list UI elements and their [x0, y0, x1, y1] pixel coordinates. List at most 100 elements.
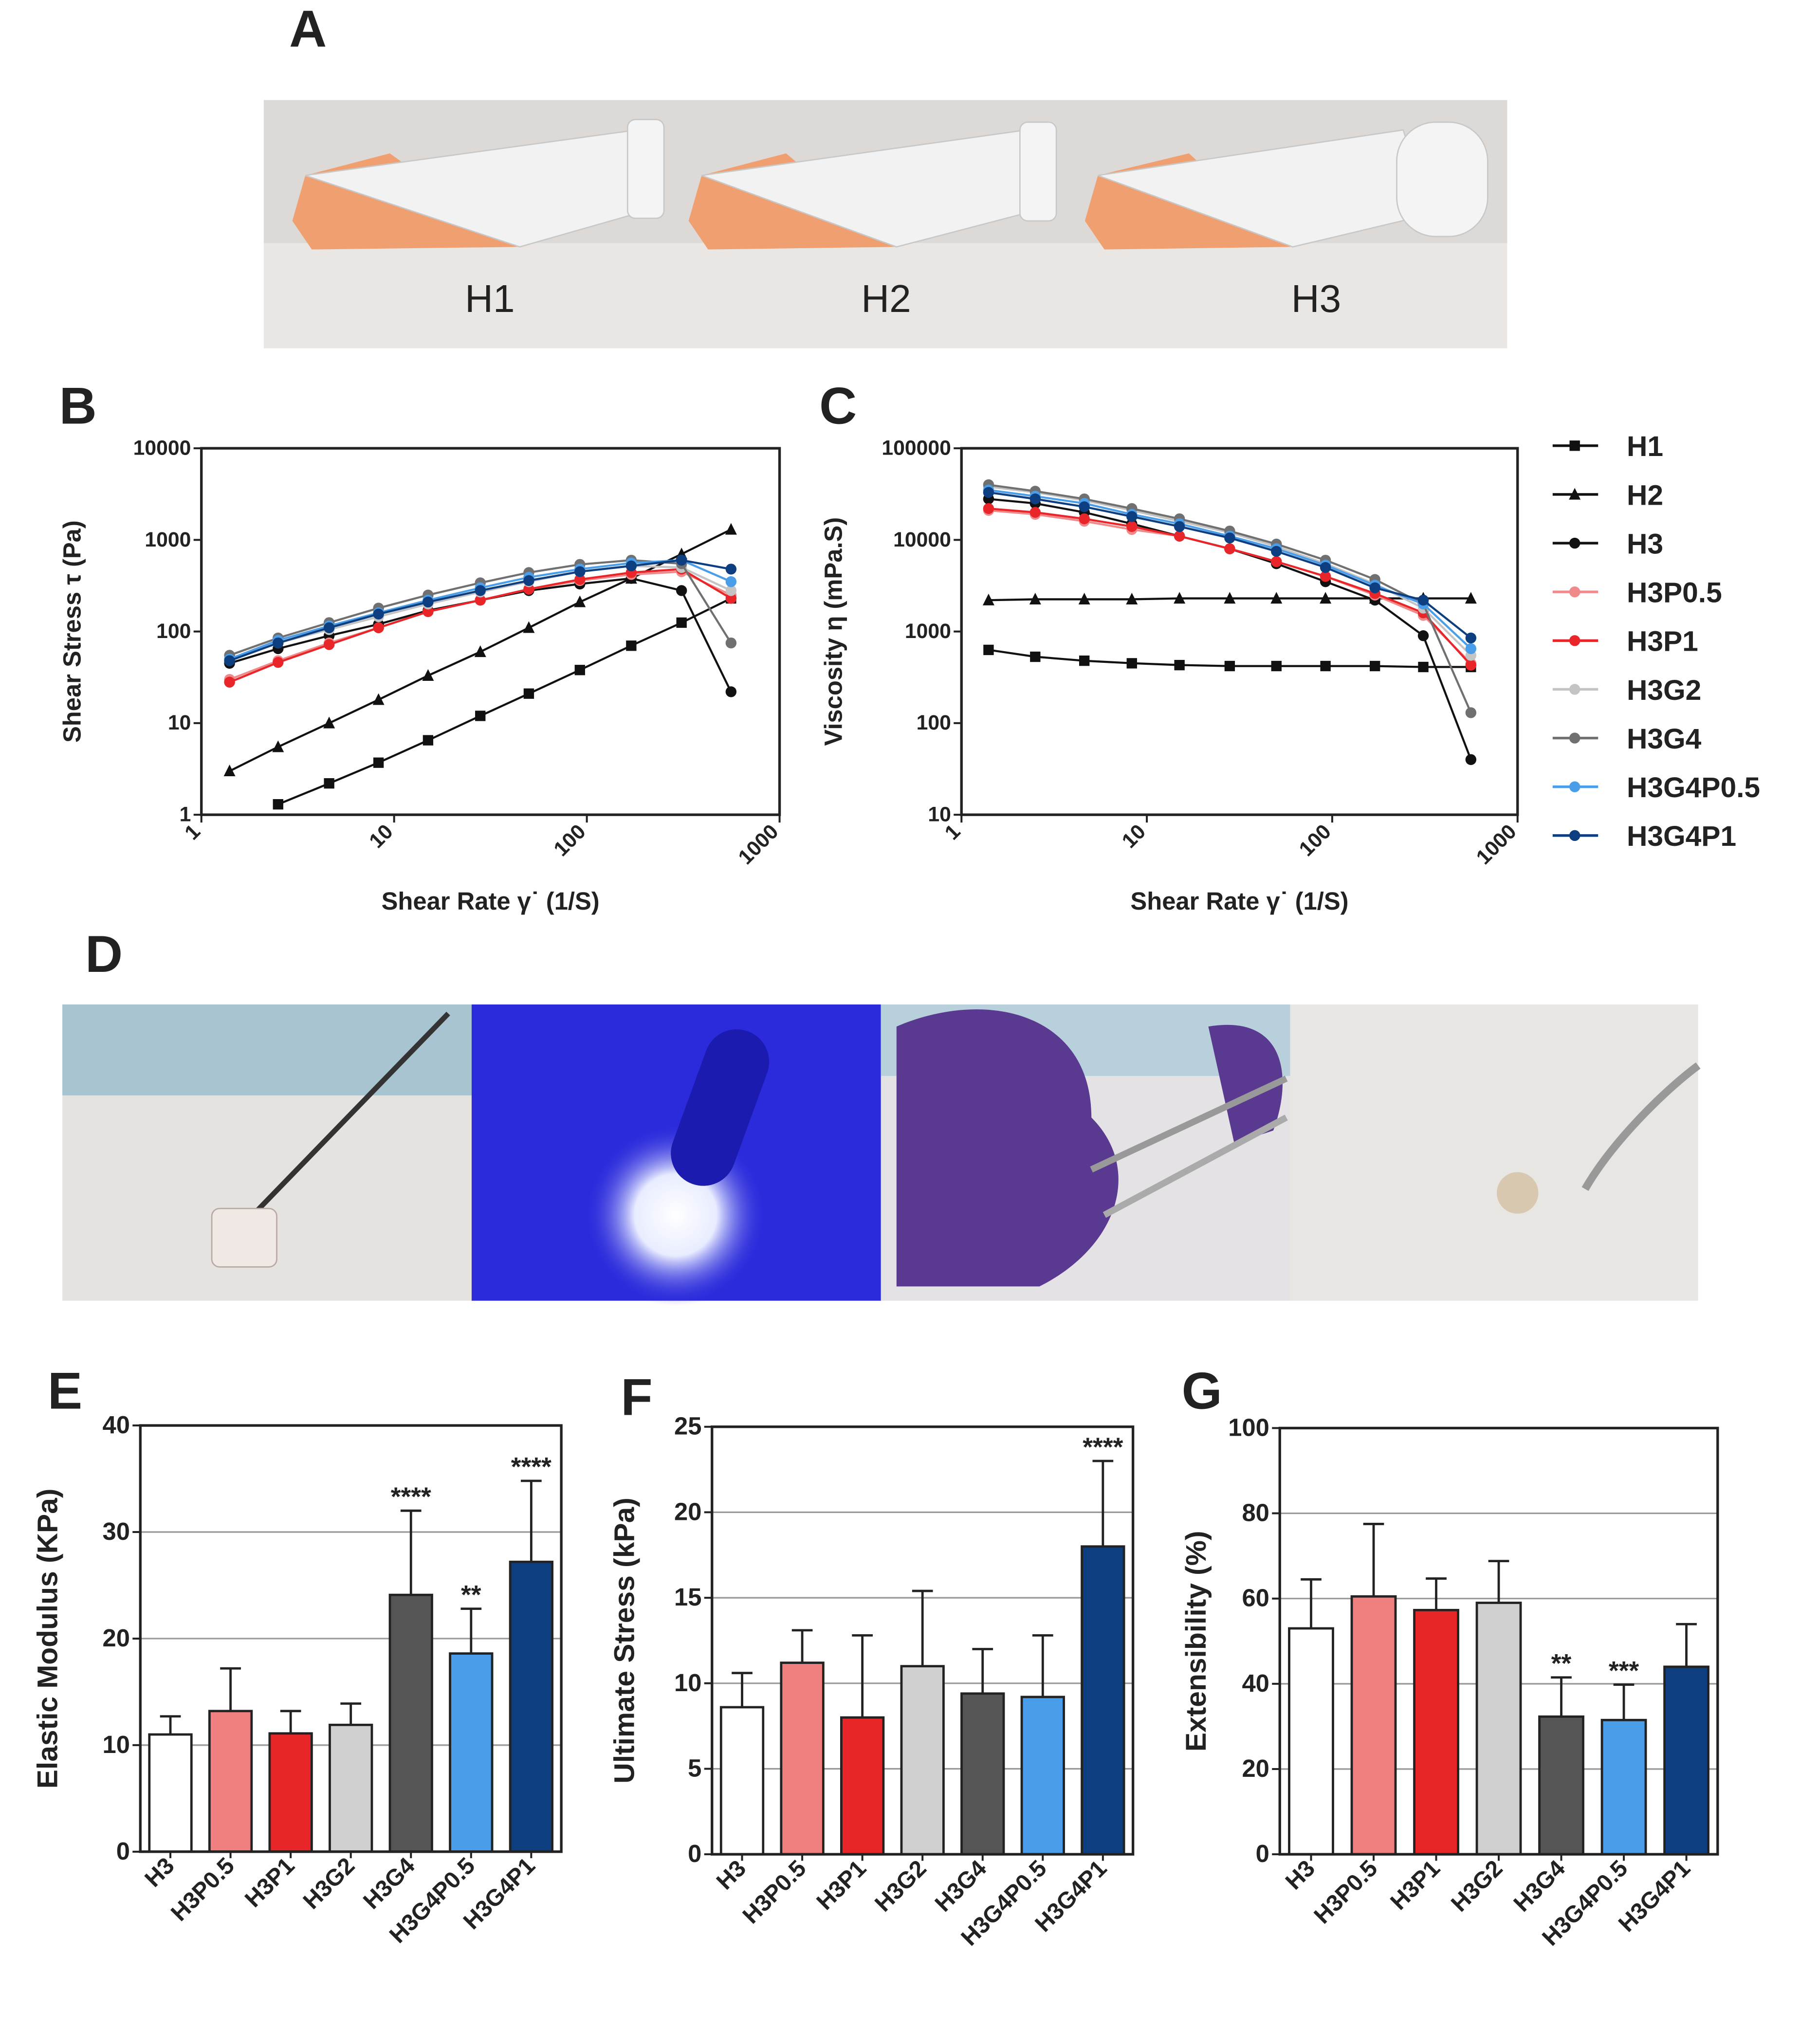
x-tick-label: H3G2 [1446, 1856, 1507, 1917]
marker [1418, 661, 1429, 673]
marker [1320, 660, 1331, 672]
x-tick-label: H3P0.5 [738, 1856, 811, 1929]
marker [1030, 651, 1041, 662]
bar [780, 1661, 825, 1856]
legend-label: H1 [1627, 431, 1663, 462]
marker [372, 693, 385, 705]
marker [1369, 660, 1380, 672]
marker [1465, 632, 1477, 644]
bar [719, 1706, 765, 1856]
bar [1663, 1665, 1709, 1856]
legend-marker [1569, 830, 1580, 841]
plot-frame [711, 1425, 1135, 1856]
x-axis-label: Shear Rate γ˙ (1/S) [382, 887, 600, 915]
x-tick-label: H3P1 [1386, 1856, 1445, 1915]
marker [1271, 556, 1282, 567]
bar [268, 1732, 313, 1853]
marker [323, 622, 335, 634]
y-tick-label: 5 [688, 1754, 701, 1782]
marker [983, 503, 994, 514]
x-tick-label: 100 [549, 820, 590, 861]
marker [574, 566, 586, 577]
bar [449, 1652, 494, 1853]
marker [475, 711, 486, 721]
y-axis-label: Extensibility (%) [1180, 1531, 1212, 1752]
marker [474, 645, 486, 657]
plot-frame [139, 1424, 563, 1853]
marker [1079, 501, 1090, 512]
marker [373, 608, 384, 620]
bar [208, 1710, 253, 1853]
y-tick-label: 40 [103, 1411, 130, 1439]
marker [1224, 592, 1236, 604]
annotation: **** [1083, 1433, 1123, 1461]
x-tick-label: H3P1 [812, 1856, 871, 1915]
marker [1174, 530, 1185, 542]
marker [725, 637, 737, 649]
series-line [277, 597, 732, 805]
x-tick-label: 100 [1295, 820, 1336, 861]
marker [983, 644, 994, 656]
x-tick-label: H3P0.5 [1309, 1856, 1383, 1929]
y-tick-label: 25 [674, 1412, 701, 1440]
marker [725, 576, 737, 587]
marker [676, 554, 687, 566]
y-tick-label: 10000 [133, 437, 191, 460]
bar [1288, 1627, 1334, 1856]
photo-d [62, 1004, 1701, 1306]
series-line [229, 559, 732, 660]
x-tick-label: H3P0.5 [166, 1853, 239, 1926]
marker [1126, 511, 1138, 522]
plot-frame [960, 447, 1519, 816]
marker [625, 560, 637, 572]
marker [1417, 630, 1429, 641]
annotation: **** [511, 1453, 551, 1481]
bar [509, 1560, 554, 1853]
x-tick-label: 1000 [1472, 820, 1521, 869]
plot-frame [200, 447, 781, 816]
marker [1465, 659, 1477, 671]
marker [475, 585, 486, 596]
y-tick-label: 100 [1228, 1413, 1269, 1441]
photo-a [263, 100, 1507, 348]
marker [324, 778, 334, 789]
marker [1224, 543, 1235, 554]
y-tick-label: 20 [1242, 1754, 1269, 1782]
marker [574, 665, 585, 675]
marker [422, 669, 434, 681]
marker [725, 523, 737, 535]
y-tick-label: 0 [1256, 1840, 1269, 1867]
bar [1020, 1696, 1065, 1856]
marker [1270, 592, 1283, 604]
x-tick-label: H3 [712, 1856, 751, 1895]
y-tick-label: 20 [103, 1624, 130, 1652]
legend-label: H3G4P0.5 [1627, 772, 1760, 803]
panel-letter: B [59, 376, 97, 435]
bar [388, 1593, 433, 1853]
y-tick-label: 80 [1242, 1499, 1269, 1527]
y-tick-label: 10 [168, 711, 191, 734]
photo-label: H3 [1291, 276, 1341, 320]
panel-letter: A [289, 0, 327, 58]
legend-label: H2 [1627, 479, 1663, 511]
legend-marker [1569, 537, 1580, 549]
marker [626, 640, 637, 651]
y-axis-label: Ultimate Stress (kPa) [609, 1497, 641, 1784]
legend-marker [1569, 488, 1581, 500]
marker [1078, 593, 1090, 605]
x-axis-label: Shear Rate γ˙ (1/S) [1130, 887, 1348, 915]
marker [1174, 592, 1186, 604]
series-line [988, 489, 1472, 650]
y-tick-label: 10000 [893, 528, 951, 551]
marker [1029, 593, 1041, 605]
legend-label: H3G2 [1627, 675, 1701, 706]
marker [224, 655, 235, 666]
y-tick-label: 15 [674, 1583, 701, 1611]
marker [273, 657, 284, 668]
y-tick-label: 40 [1242, 1669, 1269, 1697]
marker [423, 596, 434, 608]
marker [676, 617, 687, 628]
x-tick-label: H3 [1281, 1856, 1320, 1895]
legend-marker [1569, 586, 1580, 598]
marker [1029, 493, 1041, 505]
